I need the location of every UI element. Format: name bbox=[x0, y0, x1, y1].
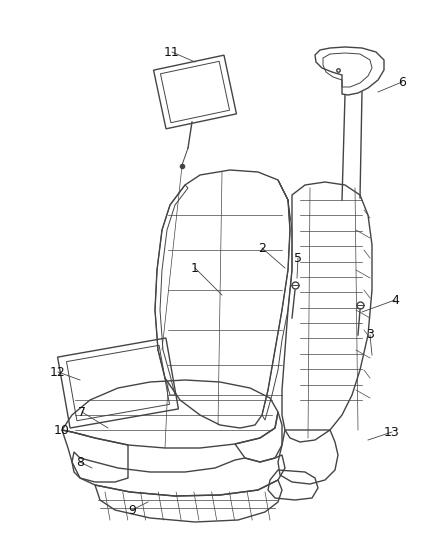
Text: 9: 9 bbox=[128, 504, 136, 516]
Text: 3: 3 bbox=[366, 328, 374, 342]
Text: 12: 12 bbox=[50, 366, 66, 378]
Text: 10: 10 bbox=[54, 424, 70, 437]
Text: 2: 2 bbox=[258, 241, 266, 254]
Text: 1: 1 bbox=[191, 262, 199, 274]
Text: 6: 6 bbox=[398, 76, 406, 88]
Text: 8: 8 bbox=[76, 456, 84, 469]
Text: 4: 4 bbox=[391, 294, 399, 306]
Text: 7: 7 bbox=[78, 406, 86, 418]
Text: 13: 13 bbox=[384, 425, 400, 439]
Text: 11: 11 bbox=[164, 45, 180, 59]
Text: 5: 5 bbox=[294, 252, 302, 264]
